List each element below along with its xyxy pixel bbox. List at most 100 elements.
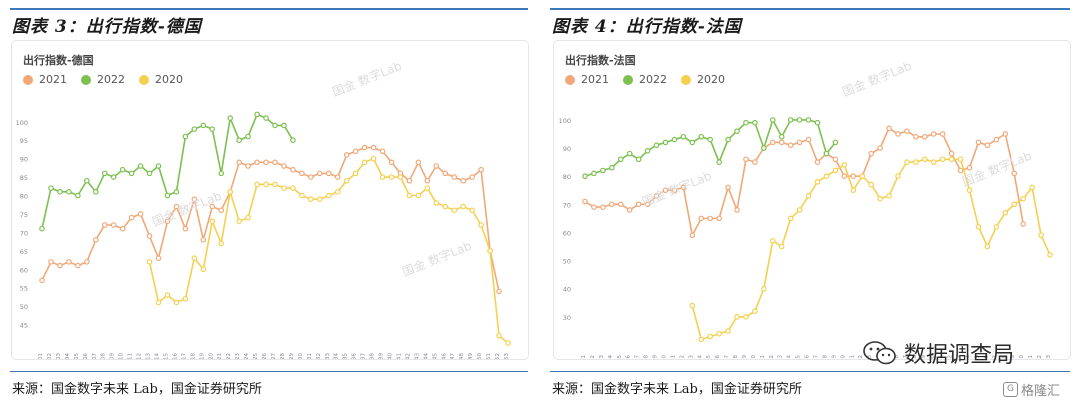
legend-item-2022[interactable]: 2022 xyxy=(623,73,667,86)
data-point-2022 xyxy=(734,128,740,134)
data-point-2020 xyxy=(370,155,377,162)
x-tick-label: 03 xyxy=(599,355,605,359)
x-tick-label: 02 xyxy=(590,355,596,359)
data-point-2020 xyxy=(424,185,431,191)
data-point-2020 xyxy=(1038,232,1044,239)
data-point-2021 xyxy=(582,198,588,205)
data-point-2022 xyxy=(796,117,803,123)
x-tick-label: 10 xyxy=(119,353,125,359)
data-point-2021 xyxy=(922,133,928,140)
data-point-2020 xyxy=(886,193,892,199)
data-point-2020 xyxy=(913,159,919,165)
data-point-2021 xyxy=(110,222,117,228)
series-line-2020 xyxy=(148,157,509,344)
y-tick-label: 75 xyxy=(20,211,28,219)
data-point-2020 xyxy=(191,255,198,261)
legend-label-2020: 2020 xyxy=(697,73,725,86)
data-point-2020 xyxy=(388,174,395,180)
data-point-2021 xyxy=(84,259,90,265)
wechat-icon xyxy=(863,341,896,365)
x-tick-label: 32 xyxy=(316,353,322,359)
panel1-bottom-rule xyxy=(10,371,528,372)
x-tick-label: 13 xyxy=(146,353,152,359)
y-tick-label: 55 xyxy=(20,285,28,293)
legend-item-2021[interactable]: 2021 xyxy=(565,73,609,86)
x-tick-label: 19 xyxy=(199,353,205,359)
gelonghui-logo: G 格隆汇 xyxy=(1003,380,1060,399)
x-tick-label: 40 xyxy=(930,355,936,359)
legend-swatch-2022 xyxy=(623,74,633,85)
data-point-2021 xyxy=(984,142,991,149)
x-tick-label: 22 xyxy=(226,353,232,359)
data-point-2022 xyxy=(725,136,731,143)
data-point-2021 xyxy=(245,163,251,169)
legend-label-2020: 2020 xyxy=(155,73,183,86)
x-tick-label: 28 xyxy=(280,353,286,359)
data-point-2022 xyxy=(761,145,767,151)
legend-item-2021[interactable]: 2021 xyxy=(23,73,67,86)
x-tick-label: 24 xyxy=(787,355,793,359)
data-point-2020 xyxy=(716,330,722,337)
data-point-2020 xyxy=(200,266,207,273)
x-tick-label: 11 xyxy=(670,355,676,359)
x-tick-label: 16 xyxy=(715,355,721,359)
data-point-2020 xyxy=(948,156,955,163)
data-point-2022 xyxy=(155,163,162,169)
data-point-2022 xyxy=(272,122,278,129)
data-point-2021 xyxy=(164,218,171,225)
data-point-2022 xyxy=(191,126,198,132)
data-point-2020 xyxy=(957,156,964,163)
data-point-2021 xyxy=(236,159,242,166)
data-point-2021 xyxy=(778,139,785,146)
panel2-figure-title: 图表 4：出行指数-法国 xyxy=(552,17,742,37)
data-point-2020 xyxy=(752,308,758,315)
x-tick-label: 26 xyxy=(262,353,268,359)
data-point-2022 xyxy=(832,139,839,146)
x-tick-label: 21 xyxy=(760,355,766,359)
data-point-2020 xyxy=(155,299,162,306)
x-tick-label: 23 xyxy=(235,353,241,359)
data-point-2021 xyxy=(478,166,484,173)
x-tick-label: 39 xyxy=(921,355,927,359)
data-point-2020 xyxy=(1029,184,1035,191)
series-line-2022 xyxy=(584,119,837,177)
data-point-2021 xyxy=(895,131,901,137)
data-point-2021 xyxy=(1020,221,1026,227)
data-point-2022 xyxy=(218,170,225,177)
panel1-top-rule xyxy=(10,8,528,10)
legend-item-2022[interactable]: 2022 xyxy=(81,73,125,86)
data-point-2020 xyxy=(743,314,749,320)
data-point-2020 xyxy=(173,299,180,306)
y-tick-label: 45 xyxy=(20,322,28,330)
data-point-2022 xyxy=(236,137,242,143)
data-point-2021 xyxy=(460,177,466,184)
y-tick-label: 30 xyxy=(563,314,571,322)
data-point-2021 xyxy=(451,174,458,180)
y-tick-label: 60 xyxy=(563,229,571,237)
data-point-2022 xyxy=(644,148,651,154)
legend-item-2020[interactable]: 2020 xyxy=(139,73,183,86)
data-point-2020 xyxy=(787,215,794,222)
data-point-2021 xyxy=(769,139,776,146)
data-point-2021 xyxy=(913,133,919,140)
legend-item-2020[interactable]: 2020 xyxy=(681,73,725,86)
data-point-2022 xyxy=(582,173,588,179)
x-tick-label: 17 xyxy=(724,355,730,359)
data-point-2021 xyxy=(1011,170,1018,177)
data-point-2021 xyxy=(644,201,651,208)
x-tick-label: 04 xyxy=(65,353,71,359)
data-point-2020 xyxy=(895,173,901,179)
x-tick-label: 36 xyxy=(352,353,358,359)
legend-swatch-2022 xyxy=(81,74,91,85)
data-point-2021 xyxy=(689,232,696,239)
data-point-2020 xyxy=(415,192,422,199)
data-point-2020 xyxy=(832,167,839,174)
data-point-2021 xyxy=(200,236,207,243)
data-point-2022 xyxy=(75,192,81,199)
data-point-2020 xyxy=(487,248,493,254)
x-tick-label: 30 xyxy=(298,353,304,359)
data-point-2020 xyxy=(281,185,287,191)
data-point-2020 xyxy=(361,159,368,166)
data-point-2021 xyxy=(308,174,314,180)
panel1-figure-title: 图表 3：出行指数-德国 xyxy=(12,17,202,37)
